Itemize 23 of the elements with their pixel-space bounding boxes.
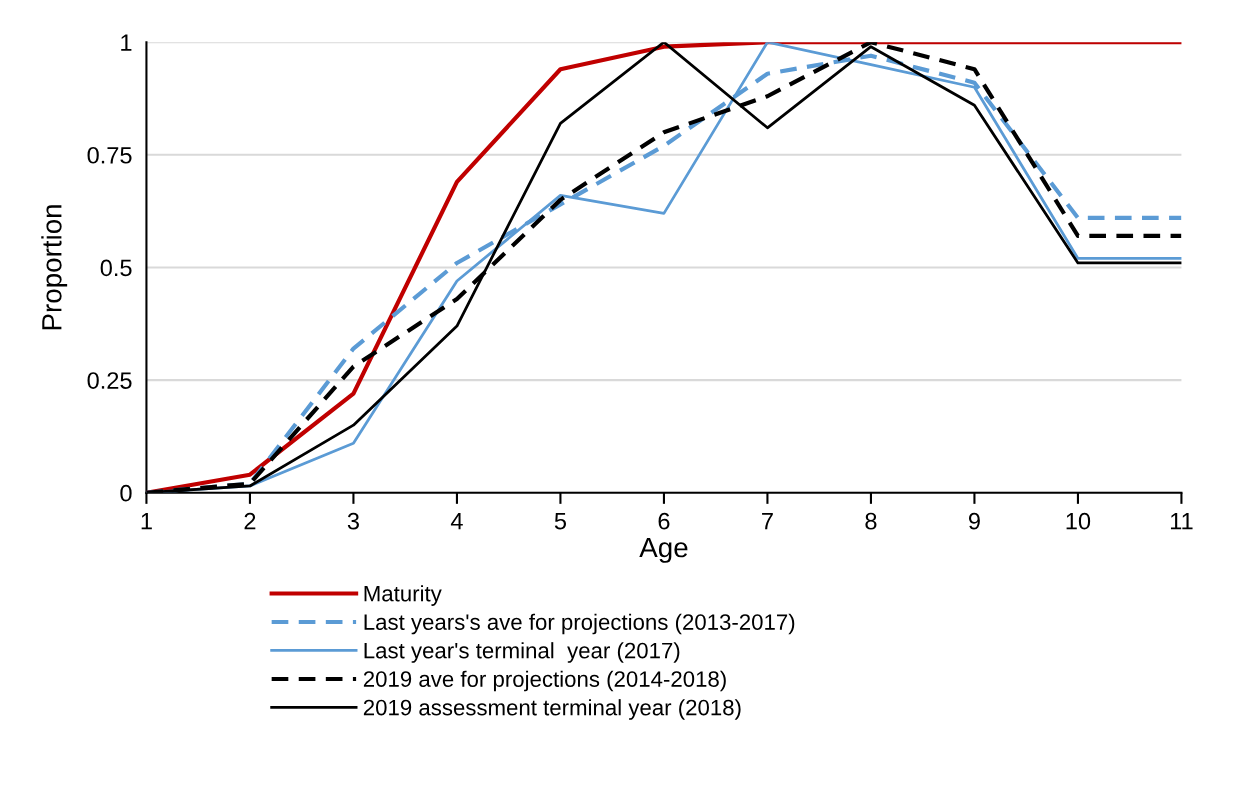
- x-tick-label: 6: [658, 512, 670, 530]
- y-axis-title: Proportion: [41, 205, 68, 330]
- y-tick-label: 0: [120, 484, 132, 502]
- x-tick-label: 5: [554, 513, 567, 530]
- legend-label: Last years's ave for projections (2013-2017): [364, 613, 795, 635]
- x-tick-label: 2: [244, 512, 256, 530]
- x-tick-label: 3: [347, 512, 359, 530]
- y-tick-label: 1: [121, 34, 132, 51]
- legend-label: 2019 ave for projections (2014-2018): [363, 670, 726, 692]
- x-tick-label: 7: [762, 513, 773, 530]
- legend-label: Maturity: [364, 585, 442, 606]
- legend-label: 2019 assessment terminal year (2018): [363, 699, 741, 720]
- legend-label: Last year's terminal year (2017): [364, 642, 680, 663]
- x-axis-title: Age: [639, 537, 688, 563]
- x-tick-label: 8: [865, 512, 877, 530]
- x-tick-label: 10: [1066, 512, 1091, 530]
- y-tick-label: 0.25: [87, 372, 132, 389]
- x-tick-label: 9: [968, 512, 980, 530]
- y-tick-label: 0.75: [87, 146, 132, 164]
- x-tick-label: 11: [1170, 513, 1193, 530]
- x-tick-label: 1: [141, 513, 152, 530]
- x-tick-label: 4: [450, 513, 463, 530]
- y-tick-label: 0.5: [100, 259, 132, 277]
